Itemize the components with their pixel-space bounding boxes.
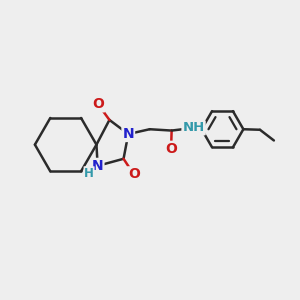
Text: O: O bbox=[128, 167, 140, 181]
Text: NH: NH bbox=[182, 122, 205, 134]
Text: N: N bbox=[122, 127, 134, 141]
Text: N: N bbox=[92, 159, 103, 173]
Text: H: H bbox=[84, 167, 94, 180]
Text: O: O bbox=[92, 98, 104, 111]
Text: O: O bbox=[165, 142, 177, 156]
